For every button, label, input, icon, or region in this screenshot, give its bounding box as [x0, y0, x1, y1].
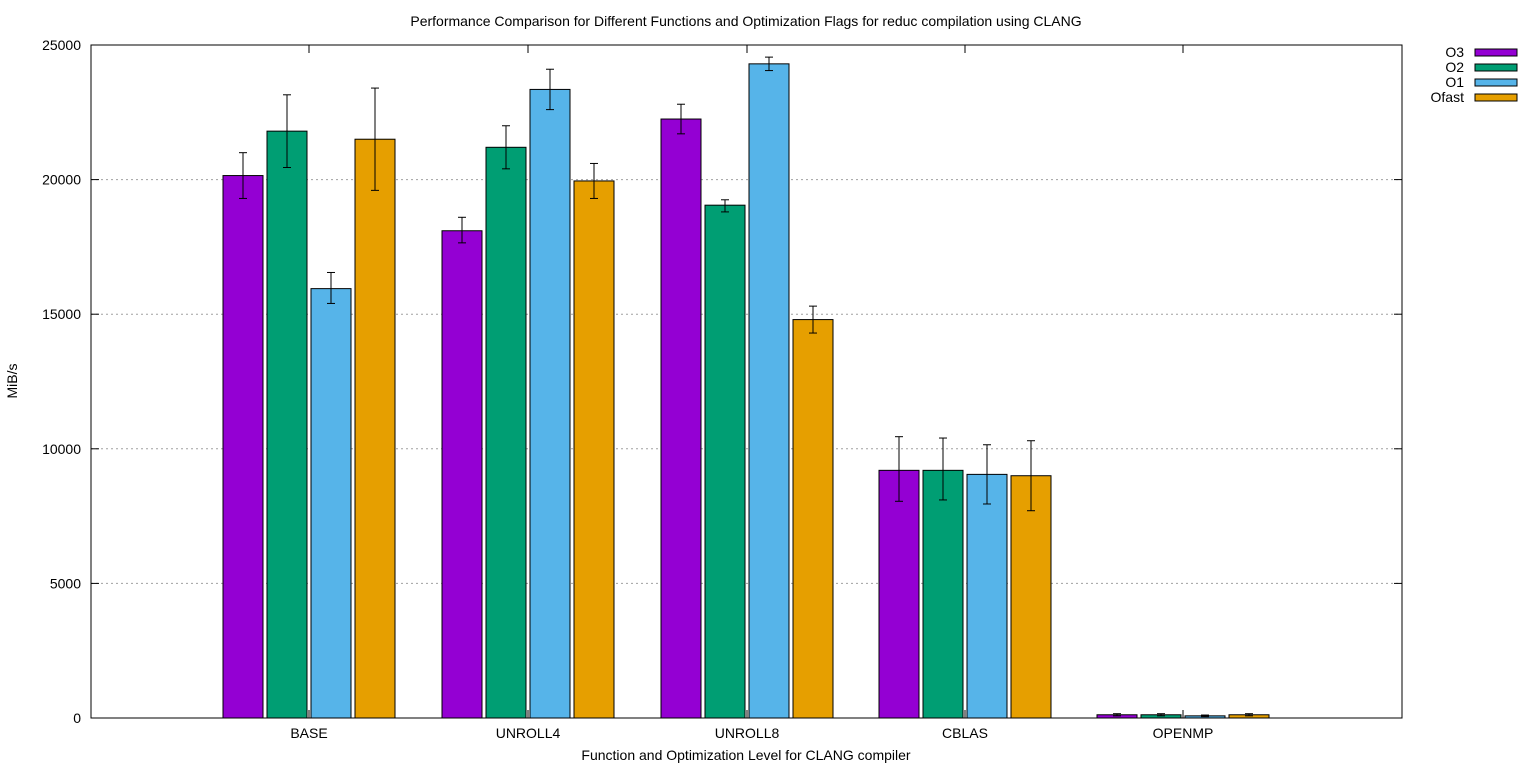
x-tick-label: CBLAS: [942, 725, 988, 741]
bar-o3-unroll8: [660, 118, 702, 719]
bars: [222, 63, 1270, 719]
legend-swatch-o1: [1474, 78, 1518, 87]
bar-o2-unroll8: [704, 204, 746, 719]
bar-o1-unroll8: [748, 63, 790, 719]
y-tick-label: 0: [73, 710, 81, 726]
bar-o2-cblas: [922, 469, 964, 719]
legend-label-o2: O2: [1445, 59, 1464, 75]
error-bars: [239, 56, 1253, 718]
bar-o3-cblas: [878, 469, 920, 719]
y-axis-label: MiB/s: [4, 364, 20, 399]
y-tick-label: 5000: [50, 575, 81, 591]
legend-label-ofast: Ofast: [1431, 89, 1465, 105]
x-axis-ticks: BASE UNROLL4 UNROLL8 CBLAS OPENMP: [290, 45, 1213, 741]
legend-label-o3: O3: [1445, 44, 1464, 60]
x-tick-label: OPENMP: [1153, 725, 1214, 741]
bar-o3-base: [222, 175, 264, 719]
legend-label-o1: O1: [1445, 74, 1464, 90]
grid-lines: [91, 179, 1402, 584]
y-tick-label: 15000: [42, 306, 81, 322]
x-tick-label: UNROLL8: [715, 725, 780, 741]
bar-o1-cblas: [966, 473, 1008, 719]
legend-swatch-o3: [1474, 48, 1518, 57]
bar-o3-unroll4: [441, 230, 483, 719]
bar-o1-base: [310, 288, 352, 719]
bar-o1-unroll4: [529, 88, 571, 719]
chart-title: Performance Comparison for Different Fun…: [410, 13, 1081, 29]
bar-o2-unroll4: [485, 146, 527, 719]
bar-ofast-cblas: [1010, 475, 1052, 719]
bar-ofast-unroll4: [573, 180, 615, 719]
y-tick-label: 20000: [42, 172, 81, 188]
legend-swatch-ofast: [1474, 93, 1518, 102]
bar-ofast-unroll8: [792, 319, 834, 719]
bar-o2-base: [266, 130, 308, 719]
y-tick-label: 10000: [42, 441, 81, 457]
x-tick-label: BASE: [290, 725, 327, 741]
y-axis-ticks: 0 5000 10000 15000 20000 25000: [42, 37, 1402, 726]
y-tick-label: 25000: [42, 37, 81, 53]
legend-swatch-o2: [1474, 63, 1518, 72]
bar-ofast-base: [354, 138, 396, 719]
x-tick-label: UNROLL4: [496, 725, 561, 741]
x-axis-label: Function and Optimization Level for CLAN…: [581, 747, 910, 763]
